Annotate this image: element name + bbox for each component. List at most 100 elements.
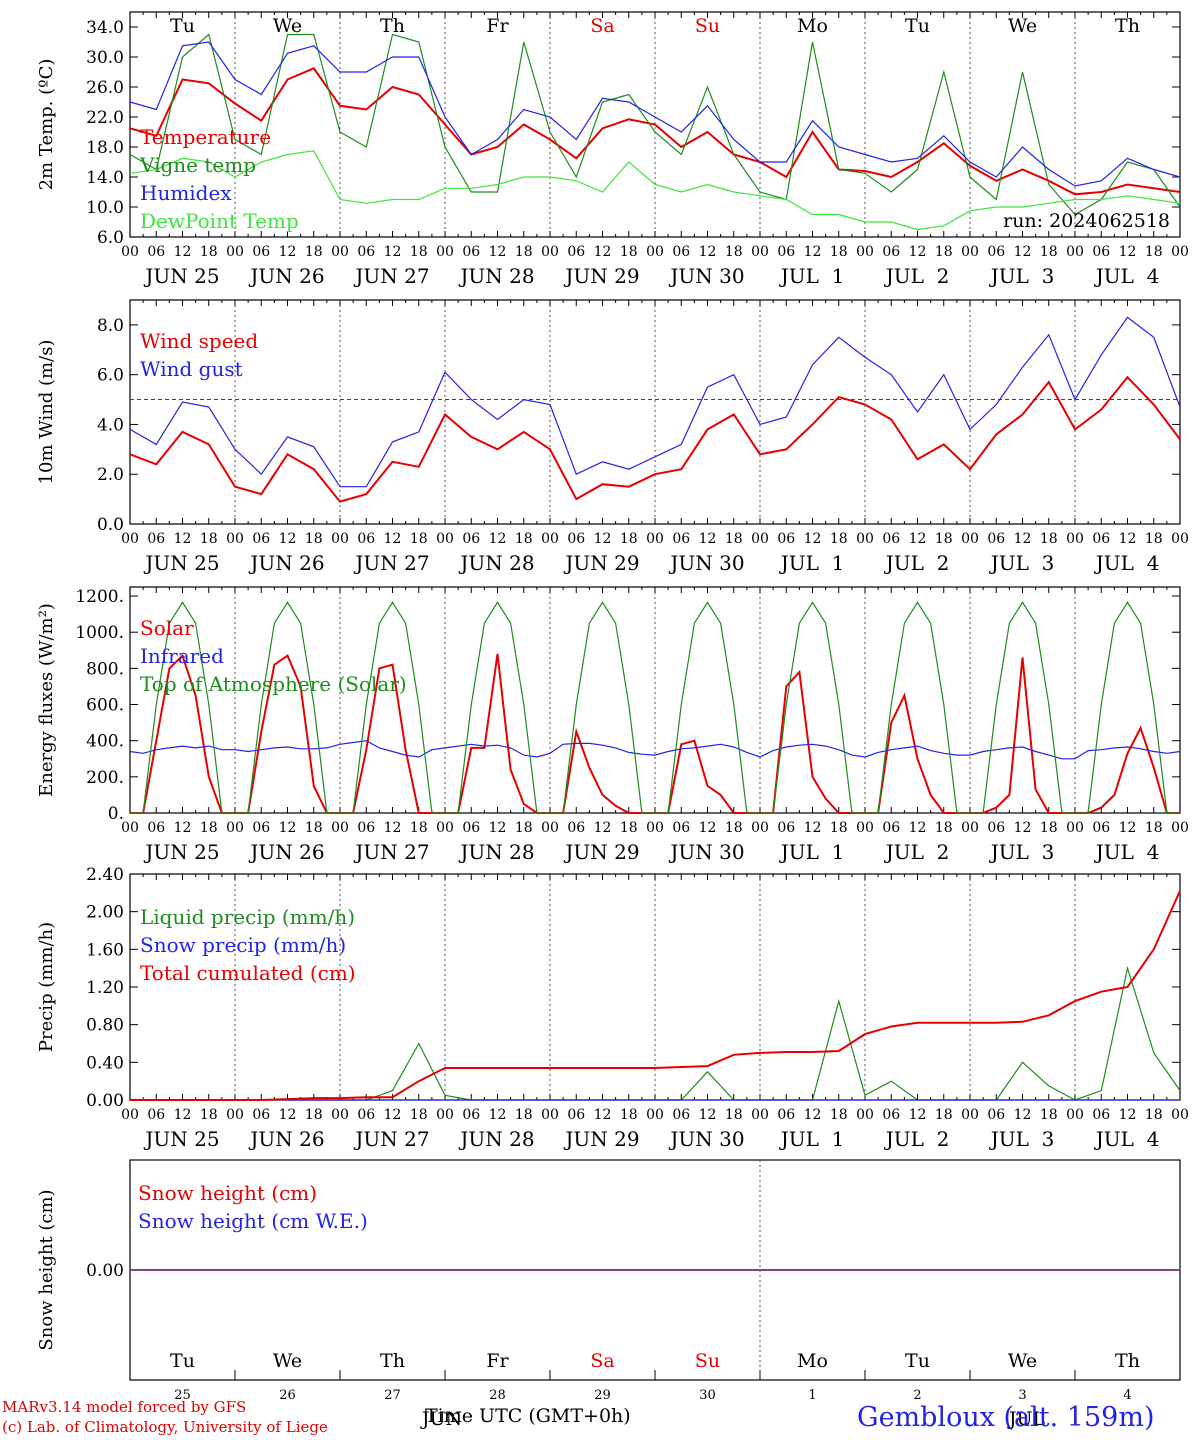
hour-tick-label: 06 [462,1107,480,1123]
hour-tick-label: 12 [279,244,297,260]
hour-tick-label: 18 [725,244,743,260]
day-number-label: 1 [808,1388,816,1403]
hour-tick-label: 00 [751,820,769,836]
hour-tick-label: 00 [436,820,454,836]
hour-tick-label: 06 [672,820,690,836]
day-number-label: 28 [489,1388,506,1403]
hour-tick-label: 00 [1066,1107,1084,1123]
date-label: JUL 4 [1094,1127,1160,1151]
hour-tick-label: 00 [856,1107,874,1123]
hour-tick-label: 00 [961,244,979,260]
legend-entry: Top of Atmosphere (Solar) [140,672,407,696]
hour-tick-label: 06 [567,820,585,836]
legend-entry: Temperature [140,125,271,149]
hour-tick-label: 00 [961,1107,979,1123]
hour-tick-label: 06 [882,531,900,547]
day-name-label: Tu [170,15,195,37]
date-label: JUN 26 [248,551,324,575]
hour-tick-label: 12 [174,244,192,260]
hour-tick-label: 00 [646,531,664,547]
day-name-label: Fr [486,15,509,37]
hour-tick-label: 12 [489,244,507,260]
model-credit: MARv3.14 model forced by GFS [2,1398,247,1416]
hour-tick-label: 18 [725,531,743,547]
legend-entry: Wind speed [140,329,258,353]
y-tick-label: 14.0 [86,168,124,188]
hour-tick-label: 12 [594,244,612,260]
hour-tick-label: 00 [1066,820,1084,836]
date-label: JUN 28 [458,551,534,575]
hour-tick-label: 18 [1145,531,1163,547]
series-line-total-cumulated-cm- [130,890,1181,1101]
hour-tick-label: 18 [200,1107,218,1123]
hour-tick-label: 00 [1066,531,1084,547]
date-label: JUN 27 [353,840,429,864]
hour-tick-label: 06 [252,1107,270,1123]
hour-tick-label: 06 [252,531,270,547]
hour-tick-label: 12 [489,820,507,836]
hour-tick-label: 06 [1092,820,1110,836]
hour-tick-label: 00 [856,531,874,547]
hour-tick-label: 12 [1119,820,1137,836]
date-label: JUN 28 [458,1127,534,1151]
hour-tick-label: 06 [462,820,480,836]
hour-tick-label: 18 [410,531,428,547]
hour-tick-label: 12 [489,1107,507,1123]
hour-tick-label: 18 [515,820,533,836]
date-label: JUL 4 [1094,840,1160,864]
y-tick-label: 22.0 [86,108,124,128]
y-tick-label: 600. [86,696,124,716]
hour-tick-label: 06 [567,531,585,547]
hour-tick-label: 12 [699,820,717,836]
hour-tick-label: 06 [1092,1107,1110,1123]
hour-tick-label: 18 [620,1107,638,1123]
day-number-label: 2 [913,1388,921,1403]
hour-tick-label: 06 [252,820,270,836]
hour-tick-label: 12 [804,244,822,260]
station-name: Gembloux (alt. 159m) [857,1402,1155,1433]
hour-tick-label: 12 [909,1107,927,1123]
hour-tick-label: 18 [1040,244,1058,260]
day-name-label: Su [695,1350,720,1372]
hour-tick-label: 00 [646,1107,664,1123]
hour-tick-label: 12 [384,244,402,260]
hour-tick-label: 06 [147,531,165,547]
date-label: JUN 25 [143,840,219,864]
hour-tick-label: 06 [357,244,375,260]
date-label: JUL 3 [989,840,1055,864]
hour-tick-label: 12 [384,820,402,836]
date-label: JUN 26 [248,1127,324,1151]
date-label: JUN 26 [248,264,324,288]
hour-tick-label: 06 [462,244,480,260]
y-tick-label: 200. [86,768,124,788]
hour-tick-label: 18 [830,820,848,836]
hour-tick-label: 00 [1171,820,1189,836]
hour-tick-label: 18 [1145,1107,1163,1123]
hour-tick-label: 18 [515,531,533,547]
hour-tick-label: 06 [672,244,690,260]
day-name-label: Tu [905,1350,930,1372]
hour-tick-label: 18 [515,1107,533,1123]
hour-tick-label: 00 [331,1107,349,1123]
hour-tick-label: 18 [830,531,848,547]
day-number-label: 27 [384,1388,401,1403]
y-tick-label: 400. [86,732,124,752]
y-tick-label: 2.0 [97,465,124,485]
hour-tick-label: 18 [410,1107,428,1123]
date-label: JUN 29 [563,551,639,575]
series-line-infrared [129,740,1181,760]
hour-tick-label: 06 [1092,244,1110,260]
plot-frame-energy [129,586,1181,814]
legend-entry: Humidex [140,181,232,205]
day-number-label: 29 [594,1388,611,1403]
hour-tick-label: 18 [620,244,638,260]
hour-tick-label: 00 [541,820,559,836]
legend-entry: Total cumulated (cm) [140,961,356,985]
hour-tick-label: 12 [1014,244,1032,260]
lab-credit: (c) Lab. of Climatology, University of L… [2,1418,328,1436]
hour-tick-label: 12 [1014,1107,1032,1123]
hour-tick-label: 00 [856,820,874,836]
date-label: JUN 27 [353,264,429,288]
hour-tick-label: 00 [541,1107,559,1123]
